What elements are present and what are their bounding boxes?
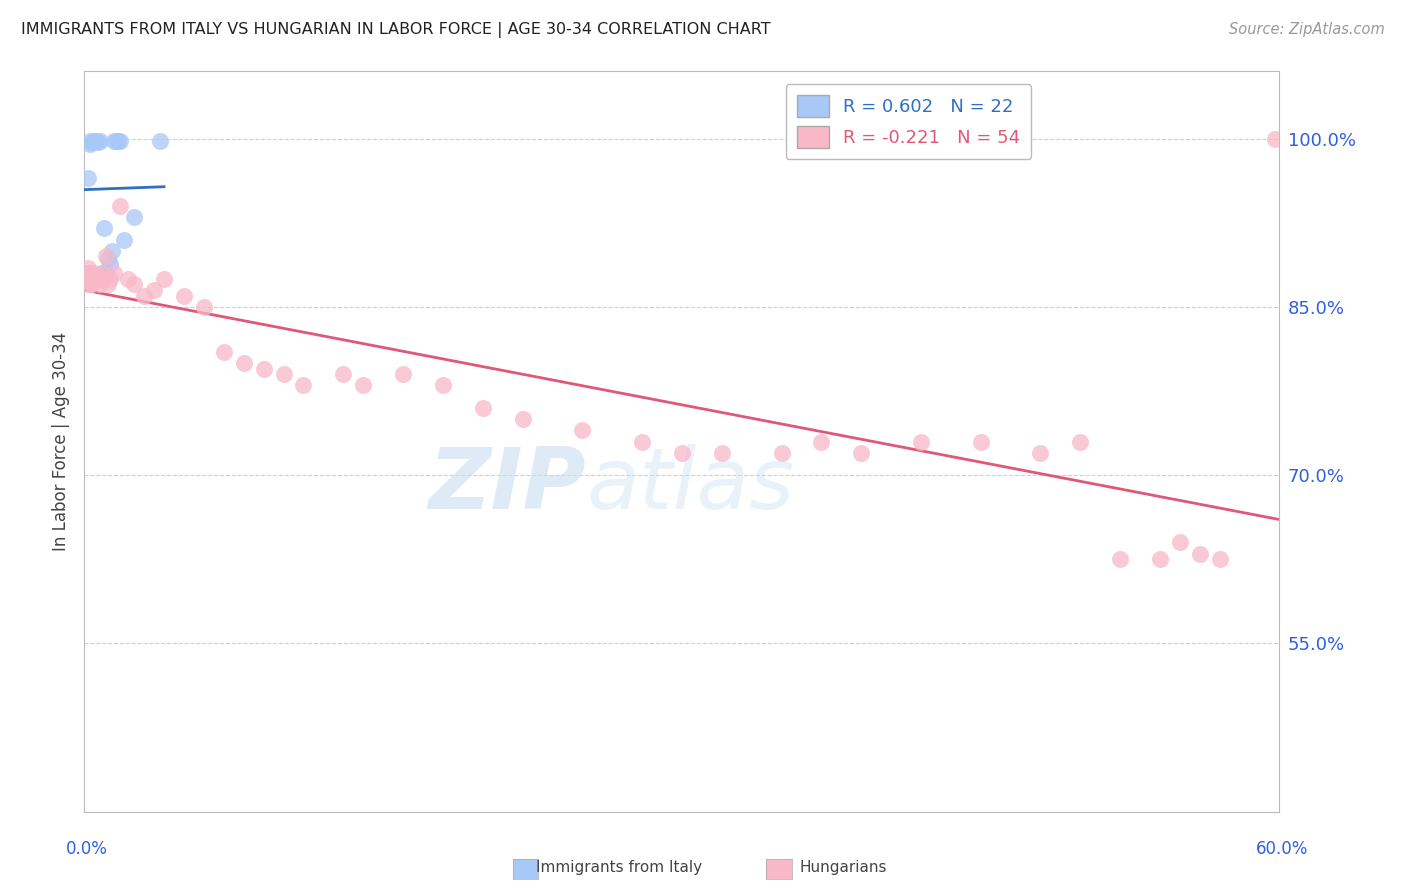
Text: Source: ZipAtlas.com: Source: ZipAtlas.com (1229, 22, 1385, 37)
Point (79, 134, 101, 148)
Point (770, 446, 793, 460)
Point (77, 277, 100, 292)
Point (970, 434, 993, 449)
Point (112, 233, 135, 247)
Point (471, 401, 494, 415)
Text: 0.0%: 0.0% (66, 840, 108, 858)
Point (79, 277, 101, 292)
Point (83, 134, 105, 148)
Point (173, 289, 195, 303)
Point (1149, 552, 1171, 566)
Point (98, 272, 121, 286)
Point (117, 272, 139, 286)
Point (87, 272, 110, 286)
Text: Hungarians: Hungarians (800, 860, 887, 874)
Text: IMMIGRANTS FROM ITALY VS HUNGARIAN IN LABOR FORCE | AGE 30-34 CORRELATION CHART: IMMIGRANTS FROM ITALY VS HUNGARIAN IN LA… (21, 22, 770, 38)
Point (79, 137, 101, 152)
Point (91, 266, 114, 280)
Point (292, 378, 315, 392)
Point (110, 134, 132, 148)
Point (512, 412, 534, 426)
Point (75, 272, 97, 286)
Point (132, 289, 156, 303)
Point (77, 260, 100, 275)
Point (1209, 552, 1232, 566)
Point (710, 446, 733, 460)
Point (110, 199, 132, 213)
Point (273, 368, 295, 382)
Point (83, 266, 105, 280)
Y-axis label: In Labor Force | Age 30-34: In Labor Force | Age 30-34 (52, 332, 70, 551)
Point (107, 134, 129, 148)
Point (83, 272, 105, 286)
Text: atlas: atlas (586, 444, 794, 527)
Point (1168, 535, 1191, 549)
Point (82, 277, 104, 292)
Point (193, 300, 215, 314)
Point (75, 266, 97, 280)
Point (122, 210, 145, 224)
Point (631, 434, 654, 449)
Point (103, 134, 125, 148)
Point (232, 356, 254, 370)
Text: ZIP: ZIP (429, 444, 586, 527)
Point (253, 361, 276, 376)
Point (1188, 547, 1211, 561)
Point (97, 252, 120, 266)
Point (851, 446, 873, 460)
Point (93, 272, 115, 286)
Point (392, 368, 415, 382)
Point (1029, 446, 1052, 460)
Point (98, 257, 121, 271)
Point (332, 368, 354, 382)
Point (89, 134, 111, 148)
Point (671, 446, 693, 460)
Point (97, 277, 120, 292)
Point (96, 250, 118, 264)
Point (1264, 131, 1286, 145)
Point (143, 283, 166, 297)
Point (87, 135, 110, 149)
Point (432, 378, 454, 392)
Point (82, 272, 104, 286)
Point (82, 135, 104, 149)
Point (89, 277, 111, 292)
Point (77, 170, 100, 185)
Point (810, 434, 832, 449)
Point (1069, 434, 1091, 449)
Point (571, 423, 593, 437)
Text: 60.0%: 60.0% (1256, 840, 1309, 858)
Point (96, 266, 118, 280)
Point (122, 277, 145, 292)
Point (101, 244, 124, 258)
Point (91, 266, 114, 280)
Point (103, 266, 125, 280)
Point (86, 272, 108, 286)
Point (910, 434, 932, 449)
Point (149, 134, 172, 148)
Legend: R = 0.602   N = 22, R = -0.221   N = 54: R = 0.602 N = 22, R = -0.221 N = 54 (786, 84, 1032, 159)
Text: Immigrants from Italy: Immigrants from Italy (536, 860, 702, 874)
Point (79, 266, 101, 280)
Point (352, 378, 374, 392)
Point (86, 134, 108, 148)
Point (212, 344, 235, 359)
Point (1109, 552, 1132, 566)
Point (153, 272, 176, 286)
Point (93, 221, 115, 235)
Point (105, 134, 128, 148)
